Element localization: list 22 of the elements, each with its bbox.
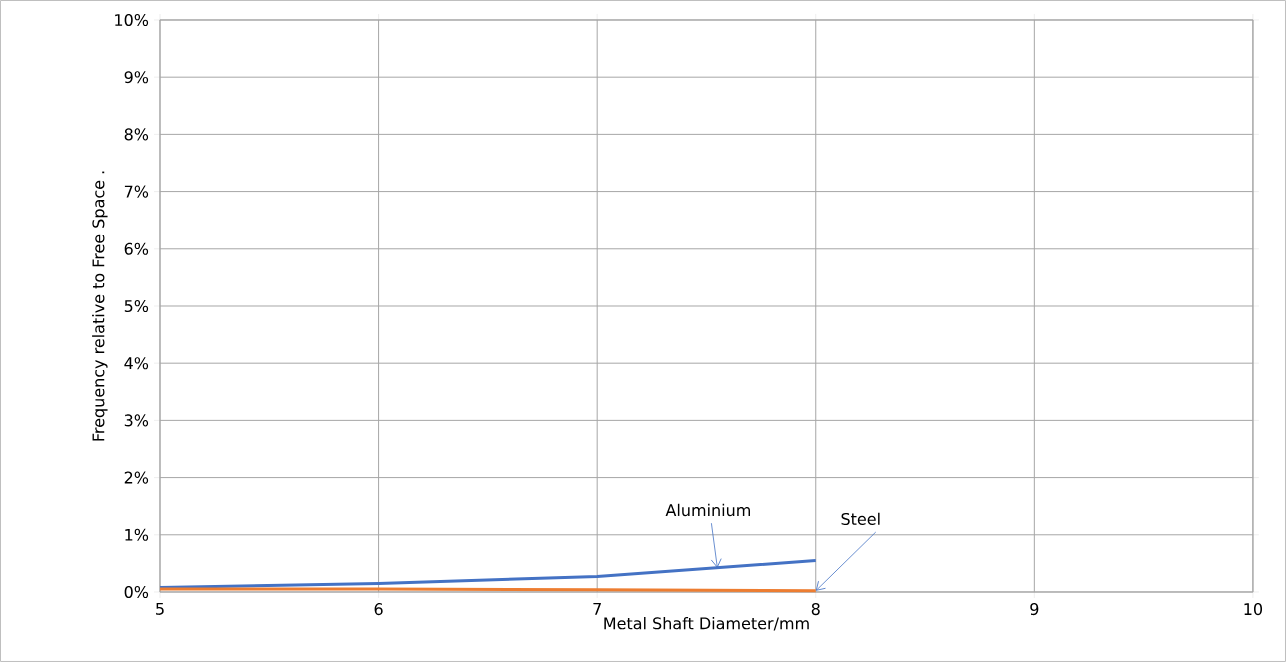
y-tick-label: 10% <box>115 13 149 27</box>
x-tick-label: 8 <box>811 603 820 616</box>
annotation: Steel <box>841 512 880 526</box>
y-tick-label: 5% <box>124 299 149 313</box>
y-tick-label: 3% <box>124 414 149 427</box>
x-axis-title: Metal Shaft Diameter/mm <box>604 616 809 631</box>
y-tick-label: 6% <box>124 242 149 255</box>
x-tick-label: 10 <box>1244 603 1263 616</box>
y-tick-label: 7% <box>124 185 149 198</box>
x-tick-label: 5 <box>156 603 164 615</box>
line-series <box>158 559 818 589</box>
y-axis-title: Frequency relative to Free Space . <box>92 171 108 441</box>
x-tick-label: 7 <box>593 603 601 615</box>
x-tick-label: 6 <box>374 603 383 616</box>
x-tick-label: 9 <box>1030 603 1039 616</box>
y-tick-label: 9% <box>124 71 149 84</box>
y-tick-label: 8% <box>124 128 149 141</box>
y-tick-label: 1% <box>125 528 149 541</box>
annotation: Aluminium <box>665 503 750 517</box>
y-tick-label: 2% <box>124 471 149 484</box>
y-tick-label: 4% <box>124 357 149 370</box>
y-tick-label: 0% <box>124 585 149 599</box>
